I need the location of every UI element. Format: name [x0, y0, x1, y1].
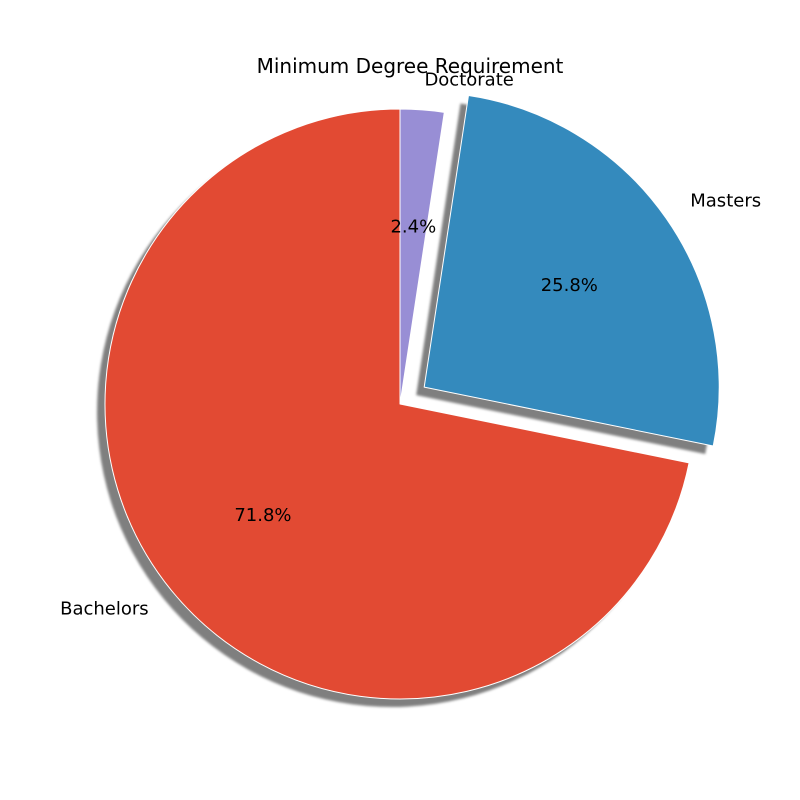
slice-percent-label-doctorate: 2.4%	[390, 217, 436, 238]
slice-percent-labels: 2.4% 25.8% 71.8%	[234, 217, 598, 526]
chart-title: Minimum Degree Requirement	[257, 54, 564, 78]
slice-percent-label-bachelors: 71.8%	[234, 505, 291, 526]
pie-slices	[104, 94, 720, 700]
pie-slice-bachelors	[104, 108, 690, 700]
slice-label-masters: Masters	[690, 190, 761, 211]
slice-labels: Doctorate Masters Bachelors	[60, 69, 761, 619]
slice-label-bachelors: Bachelors	[60, 598, 149, 619]
pie-slice-masters	[423, 94, 720, 447]
slice-label-doctorate: Doctorate	[424, 69, 513, 90]
slice-percent-label-masters: 25.8%	[541, 275, 598, 296]
